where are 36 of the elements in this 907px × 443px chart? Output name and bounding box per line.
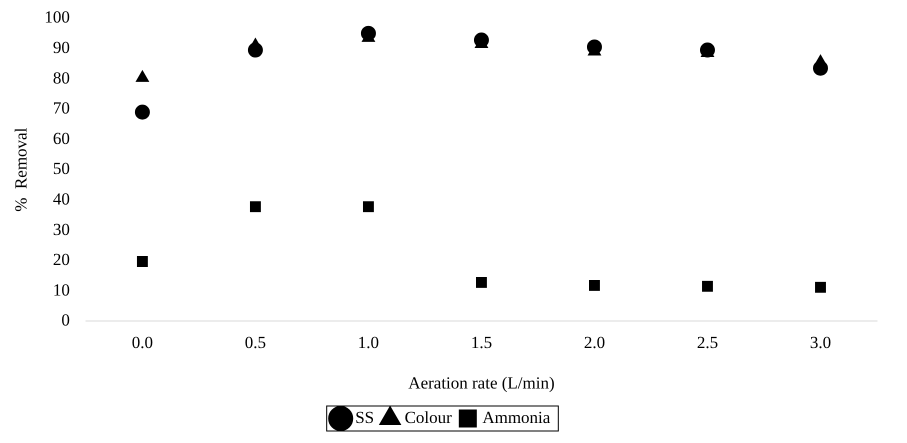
y-tick-label: 60 [52, 128, 70, 148]
legend-label: Colour [404, 408, 452, 427]
point [589, 280, 600, 291]
y-axis-title: % Removal [12, 127, 31, 212]
x-tick-label: 1.5 [470, 332, 492, 352]
point [360, 26, 376, 41]
y-tick-label: 90 [52, 38, 70, 57]
x-tick-label: 3.0 [810, 332, 832, 352]
x-tick-label: 1.0 [358, 332, 380, 352]
y-tick-label: 40 [52, 189, 70, 208]
y-tick-label: 100 [44, 8, 70, 27]
point [476, 276, 487, 288]
y-tick-label: 30 [52, 220, 70, 239]
point [136, 256, 148, 267]
point [362, 201, 374, 212]
point [248, 42, 263, 58]
point [815, 282, 826, 293]
y-tick-label: 0 [61, 310, 70, 330]
point [134, 104, 150, 120]
point [250, 201, 261, 212]
point [586, 39, 602, 54]
point [702, 280, 713, 292]
point [812, 60, 828, 76]
y-tick-label: 50 [52, 159, 70, 178]
y-tick-label: 20 [52, 250, 70, 270]
x-tick-label: 2.0 [584, 332, 606, 352]
legend-label: Ammonia [482, 408, 551, 427]
x-tick-label: 2.5 [696, 332, 718, 352]
x-tick-label: 0.0 [132, 332, 154, 352]
y-tick-label: 10 [52, 280, 70, 300]
y-tick-label: 80 [52, 68, 70, 88]
point [700, 42, 715, 58]
y-tick-label: 70 [52, 98, 70, 118]
x-axis-title: Aeration rate (L/min) [408, 373, 555, 392]
x-tick-label: 0.5 [244, 332, 266, 352]
legend-label: SS [355, 408, 374, 427]
